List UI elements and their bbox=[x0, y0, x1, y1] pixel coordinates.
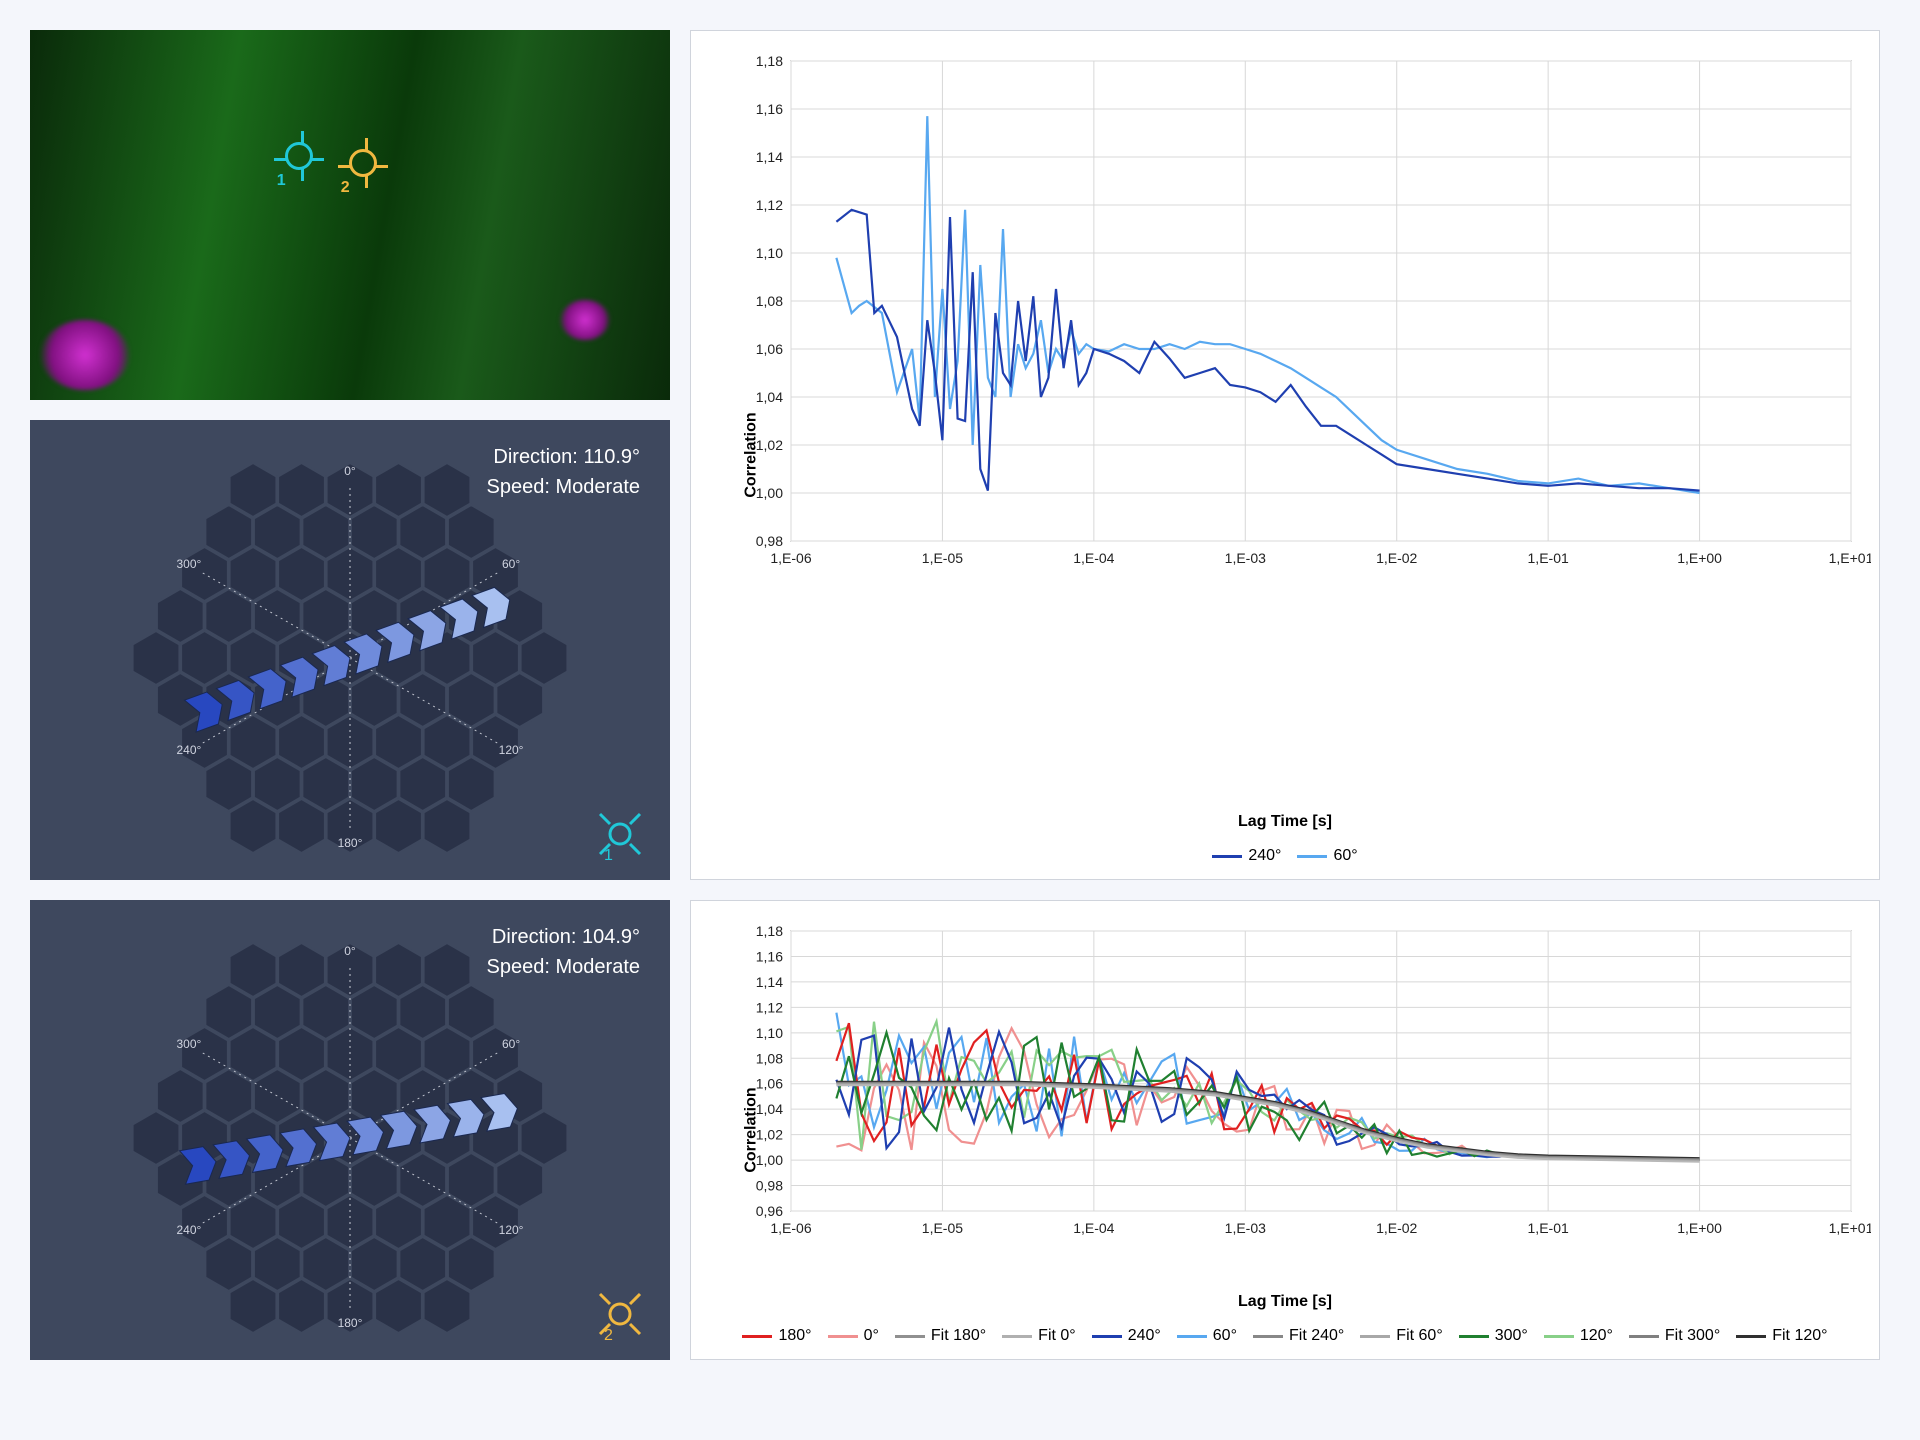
svg-text:180°: 180° bbox=[338, 1316, 363, 1330]
microscopy-image: 1 2 bbox=[30, 30, 670, 400]
svg-text:0°: 0° bbox=[344, 944, 356, 958]
svg-text:1,18: 1,18 bbox=[756, 53, 783, 69]
svg-text:1,E-06: 1,E-06 bbox=[770, 1220, 811, 1236]
svg-text:1,06: 1,06 bbox=[756, 1076, 783, 1092]
svg-text:300°: 300° bbox=[177, 1037, 202, 1051]
svg-text:1,02: 1,02 bbox=[756, 437, 783, 453]
svg-text:1,E-03: 1,E-03 bbox=[1225, 1220, 1266, 1236]
svg-text:1,00: 1,00 bbox=[756, 1152, 783, 1168]
hex-board-1: 0° 60° 120° 180° 240° 300° bbox=[110, 458, 590, 858]
svg-text:1,E-05: 1,E-05 bbox=[922, 550, 963, 566]
svg-text:1,E-01: 1,E-01 bbox=[1528, 550, 1569, 566]
roi-marker-1[interactable] bbox=[285, 142, 313, 170]
svg-text:1,E+00: 1,E+00 bbox=[1677, 1220, 1722, 1236]
hex-board-2: 0° 60° 120° 180° 240° 300° bbox=[110, 938, 590, 1338]
svg-text:0,96: 0,96 bbox=[756, 1203, 783, 1219]
direction-panel-2: Direction: 104.9° Speed: Moderate 0°60°1… bbox=[30, 900, 670, 1360]
svg-text:1,E-02: 1,E-02 bbox=[1376, 550, 1417, 566]
svg-text:1,14: 1,14 bbox=[756, 974, 783, 990]
svg-text:0,98: 0,98 bbox=[756, 1178, 783, 1194]
svg-text:0°: 0° bbox=[344, 464, 356, 478]
svg-text:1,08: 1,08 bbox=[756, 293, 783, 309]
svg-text:1,00: 1,00 bbox=[756, 485, 783, 501]
svg-text:120°: 120° bbox=[499, 1223, 524, 1237]
svg-text:1,02: 1,02 bbox=[756, 1127, 783, 1143]
svg-text:1,14: 1,14 bbox=[756, 149, 783, 165]
chart2-plot: 0,96 0,98 1,00 1,02 1,04 1,06 1,08 1,10 1,12 1,14… bbox=[721, 911, 1871, 1271]
corner-marker-2-icon: 2 bbox=[592, 1286, 648, 1342]
correlation-chart-2: Correlation 0,960,981,001,021,041,061,08… bbox=[690, 900, 1880, 1360]
svg-text:1,16: 1,16 bbox=[756, 101, 783, 117]
svg-text:1,E+01: 1,E+01 bbox=[1829, 550, 1871, 566]
corner-marker-1-icon: 1 bbox=[592, 806, 648, 862]
svg-text:1,04: 1,04 bbox=[756, 1101, 783, 1117]
svg-text:1,16: 1,16 bbox=[756, 948, 783, 964]
svg-text:60°: 60° bbox=[502, 1037, 520, 1051]
svg-text:1,10: 1,10 bbox=[756, 1025, 783, 1041]
direction-value: 104.9° bbox=[582, 926, 640, 948]
svg-text:1,04: 1,04 bbox=[756, 389, 783, 405]
direction-panel-1: Direction: 110.9° Speed: Moderate 0°60°1… bbox=[30, 420, 670, 880]
svg-text:1,10: 1,10 bbox=[756, 245, 783, 261]
svg-text:1,06: 1,06 bbox=[756, 341, 783, 357]
svg-text:1,E+01: 1,E+01 bbox=[1829, 1220, 1871, 1236]
svg-text:120°: 120° bbox=[499, 743, 524, 757]
svg-text:1,E-04: 1,E-04 bbox=[1073, 550, 1114, 566]
svg-text:1: 1 bbox=[604, 847, 613, 862]
svg-text:1,E-05: 1,E-05 bbox=[922, 1220, 963, 1236]
svg-text:1,E-06: 1,E-06 bbox=[770, 550, 811, 566]
svg-text:240°: 240° bbox=[177, 743, 202, 757]
chart1-plot: 0,98 1,00 1,02 1,04 1,06 1,08 1,10 1,12 1,14 1,16… bbox=[721, 41, 1871, 601]
correlation-chart-1: Correlation 0,981,001,021,041,061,081,10… bbox=[690, 30, 1880, 880]
svg-text:1,E-04: 1,E-04 bbox=[1073, 1220, 1114, 1236]
roi-marker-1-label: 1 bbox=[277, 172, 286, 190]
svg-text:1,E-02: 1,E-02 bbox=[1376, 1220, 1417, 1236]
svg-text:180°: 180° bbox=[338, 836, 363, 850]
svg-text:2: 2 bbox=[604, 1327, 613, 1342]
svg-text:240°: 240° bbox=[177, 1223, 202, 1237]
svg-text:60°: 60° bbox=[502, 557, 520, 571]
roi-marker-2-label: 2 bbox=[341, 179, 350, 197]
chart2-xlabel: Lag Time [s] bbox=[1238, 1293, 1332, 1311]
chart2-legend: 180°0°Fit 180°Fit 0°240°60°Fit 240°Fit 6… bbox=[701, 1327, 1869, 1345]
direction-value: 110.9° bbox=[583, 446, 640, 468]
svg-text:1,18: 1,18 bbox=[756, 923, 783, 939]
svg-text:0,98: 0,98 bbox=[756, 533, 783, 549]
svg-text:1,E-03: 1,E-03 bbox=[1225, 550, 1266, 566]
svg-text:1,08: 1,08 bbox=[756, 1050, 783, 1066]
svg-text:300°: 300° bbox=[177, 557, 202, 571]
chart1-legend: 240°60° bbox=[701, 847, 1869, 865]
svg-text:1,12: 1,12 bbox=[756, 197, 783, 213]
roi-marker-2[interactable] bbox=[349, 149, 377, 177]
svg-text:1,E+00: 1,E+00 bbox=[1677, 550, 1722, 566]
svg-text:1,12: 1,12 bbox=[756, 999, 783, 1015]
svg-text:1,E-01: 1,E-01 bbox=[1528, 1220, 1569, 1236]
chart1-xlabel: Lag Time [s] bbox=[1238, 813, 1332, 831]
